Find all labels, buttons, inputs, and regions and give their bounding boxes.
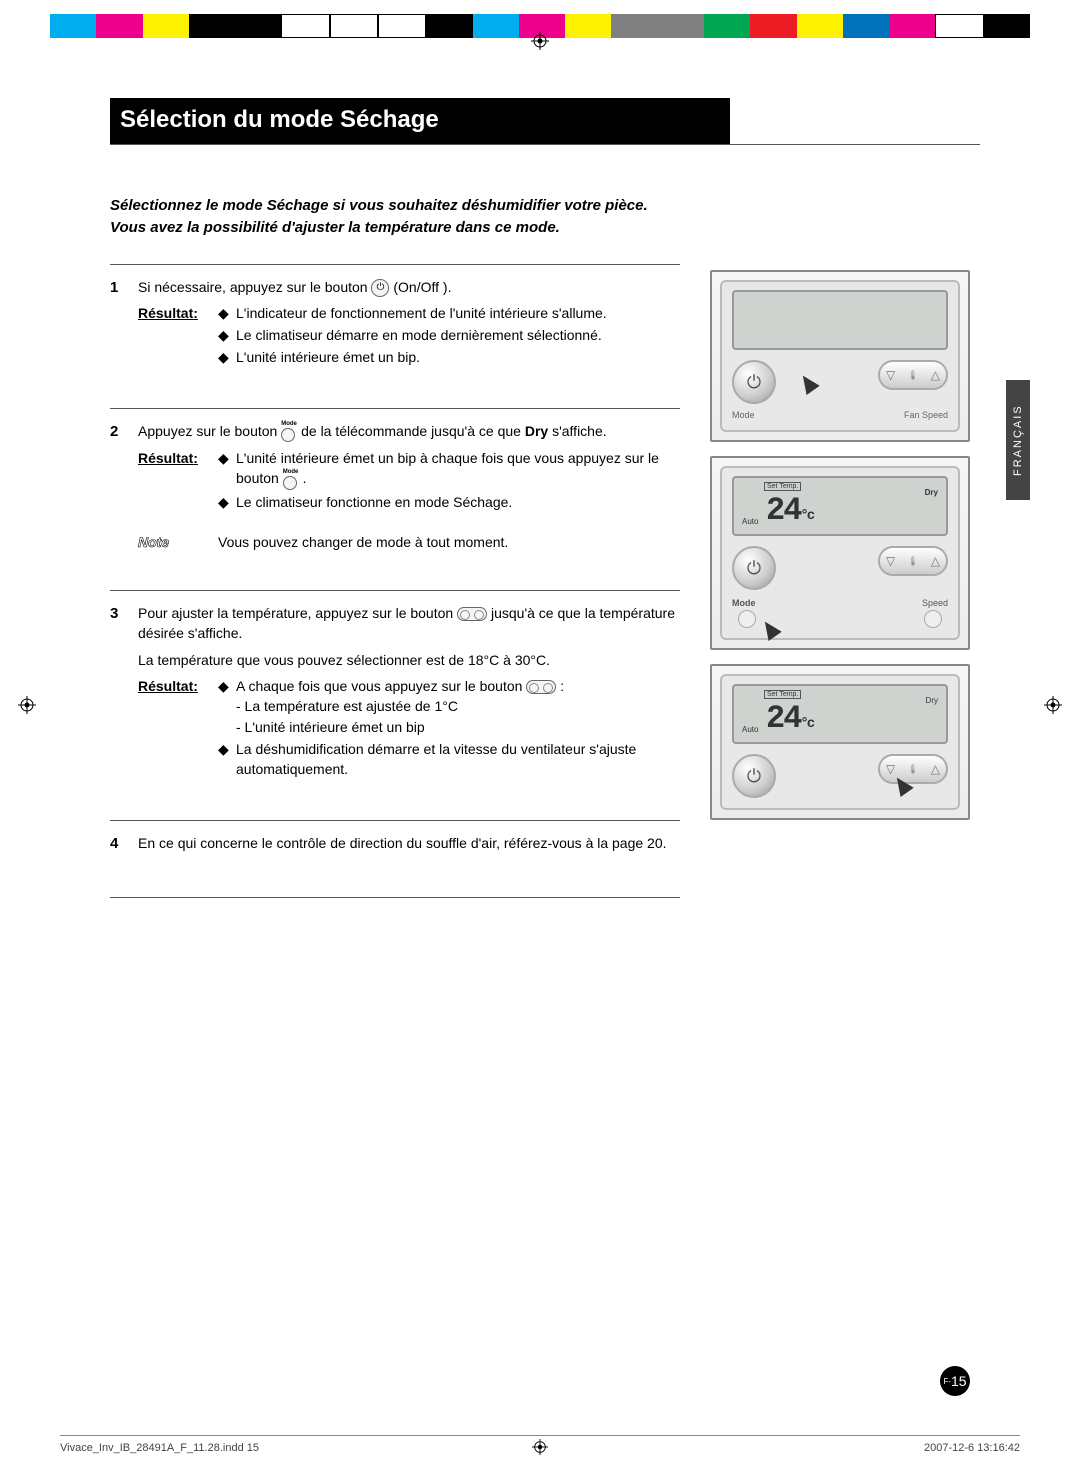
page-number-badge: F-15 — [940, 1366, 970, 1396]
step-4: 4 En ce qui concerne le contrôle de dire… — [110, 820, 680, 898]
step-1: 1 Si nécessaire, appuyez sur le bouton ⏻… — [110, 264, 680, 408]
remote-panel-2: Set Temp. 24°c Auto Dry ⏻ ▽🌡△ Mode Speed — [710, 456, 970, 650]
footer-filename: Vivace_Inv_IB_28491A_F_11.28.indd 15 — [60, 1442, 259, 1454]
lcd-temp-value: 24 — [766, 700, 800, 737]
step1-result-2: Le climatiseur démarre en mode dernièrem… — [236, 325, 602, 345]
speed-small-button — [924, 610, 942, 628]
step3-sub1: - La température est ajustée de 1°C — [236, 698, 458, 714]
bullet-diamond-icon: ◆ — [218, 347, 236, 367]
bullet-diamond-icon: ◆ — [218, 325, 236, 345]
power-button: ⏻ — [732, 360, 776, 404]
page-number: 15 — [951, 1373, 967, 1389]
page-content: Sélection du mode Séchage Sélectionnez l… — [0, 50, 1080, 1416]
step-number: 3 — [110, 603, 138, 781]
power-icon: ⏻ — [371, 279, 389, 297]
temp-adjust-icon — [526, 680, 556, 694]
lcd-dry-label: Dry — [926, 696, 938, 705]
bullet-diamond-icon: ◆ — [218, 739, 236, 780]
fanspeed-label: Fan Speed — [904, 410, 948, 420]
mode-button-icon: Mode — [283, 470, 299, 490]
footer-bar: Vivace_Inv_IB_28491A_F_11.28.indd 15 200… — [60, 1435, 1020, 1454]
temp-adjust-icon — [457, 607, 487, 621]
step2-text-bold: Dry — [525, 423, 548, 439]
remote-lcd-display: Set Temp. 24°c Auto Dry — [732, 684, 948, 744]
note-label: Note — [138, 534, 169, 550]
power-button: ⏻ — [732, 546, 776, 590]
mode-label-bold: Mode — [732, 598, 756, 608]
intro-line1: Sélectionnez le mode Séchage si vous sou… — [110, 197, 648, 214]
step3-result-1: A chaque fois que vous appuyez sur le bo… — [236, 678, 526, 694]
temp-pill-button: ▽🌡△ — [878, 360, 948, 390]
temp-pill-button: ▽🌡△ — [878, 754, 948, 784]
temp-pill-button: ▽🌡△ — [878, 546, 948, 576]
remote-illustrations: ⏻ ▽🌡△ Mode Fan Speed Set Temp. 24°c — [710, 270, 970, 820]
step2-text-c: s'affiche. — [552, 423, 607, 439]
step-3: 3 Pour ajuster la température, appuyez s… — [110, 590, 680, 819]
steps-list: 1 Si nécessaire, appuyez sur le bouton ⏻… — [110, 264, 680, 898]
mode-button-icon: Mode — [281, 422, 297, 442]
step2-text-b: de la télécommande jusqu'à ce que — [301, 423, 525, 439]
remote-panel-1: ⏻ ▽🌡△ Mode Fan Speed — [710, 270, 970, 442]
intro-line2: Vous avez la possibilité d'ajuster la te… — [110, 219, 560, 236]
page-prefix: F- — [943, 1377, 951, 1386]
step3-text-a: Pour ajuster la température, appuyez sur… — [138, 605, 457, 621]
step4-text: En ce qui concerne le contrôle de direct… — [138, 833, 680, 853]
step1-result-3: L'unité intérieure émet un bip. — [236, 347, 420, 367]
registration-mark-top — [531, 32, 549, 50]
step3-line2: La température que vous pouvez sélection… — [138, 650, 680, 670]
speed-label: Speed — [922, 598, 948, 608]
step-2: 2 Appuyez sur le bouton Mode de la téléc… — [110, 408, 680, 590]
bullet-diamond-icon: ◆ — [218, 303, 236, 323]
lcd-settemp-label: Set Temp. — [764, 690, 801, 699]
step2-result-2: Le climatiseur fonctionne en mode Séchag… — [236, 492, 512, 512]
language-side-tab: FRANÇAIS — [1006, 380, 1030, 500]
step2-note: Vous pouvez changer de mode à tout momen… — [218, 532, 508, 552]
title-row: Sélection du mode Séchage — [110, 98, 980, 145]
step1-text-a: Si nécessaire, appuyez sur le bouton — [138, 279, 371, 295]
step1-text-b: (On/Off ). — [393, 279, 451, 295]
registration-mark-bottom — [532, 1439, 548, 1458]
step1-result-1: L'indicateur de fonctionnement de l'unit… — [236, 303, 607, 323]
bullet-diamond-icon: ◆ — [218, 492, 236, 512]
page-title: Sélection du mode Séchage — [110, 98, 730, 144]
lcd-temp-unit: °c — [800, 508, 813, 524]
step-number: 1 — [110, 277, 138, 370]
remote-panel-3: Set Temp. 24°c Auto Dry ⏻ ▽🌡△ — [710, 664, 970, 820]
remote-lcd-display: Set Temp. 24°c Auto Dry — [732, 476, 948, 536]
intro-text: Sélectionnez le mode Séchage si vous sou… — [110, 195, 670, 239]
result-label: Résultat: — [138, 303, 218, 370]
footer-date: 2007-12-6 13:16:42 — [924, 1442, 1020, 1454]
step-number: 4 — [110, 833, 138, 859]
lcd-auto-label: Auto — [742, 725, 758, 734]
bullet-diamond-icon: ◆ — [218, 448, 236, 490]
mode-label: Mode — [732, 410, 755, 420]
bullet-diamond-icon: ◆ — [218, 676, 236, 737]
mode-small-button — [738, 610, 756, 628]
remote-lcd-blank — [732, 290, 948, 350]
result-label: Résultat: — [138, 676, 218, 781]
step2-text-a: Appuyez sur le bouton — [138, 423, 281, 439]
power-button: ⏻ — [732, 754, 776, 798]
lcd-settemp-label: Set Temp. — [764, 482, 801, 491]
step3-result-2: La déshumidification démarre et la vites… — [236, 739, 680, 780]
step2-result-1: L'unité intérieure émet un bip à chaque … — [236, 450, 659, 486]
step-number: 2 — [110, 421, 138, 552]
result-label: Résultat: — [138, 448, 218, 514]
lcd-dry-label: Dry — [925, 488, 938, 497]
lcd-auto-label: Auto — [742, 517, 758, 526]
lcd-temp-value: 24 — [766, 492, 800, 529]
lcd-temp-unit: °c — [800, 716, 813, 732]
step3-sub2: - L'unité intérieure émet un bip — [236, 719, 425, 735]
